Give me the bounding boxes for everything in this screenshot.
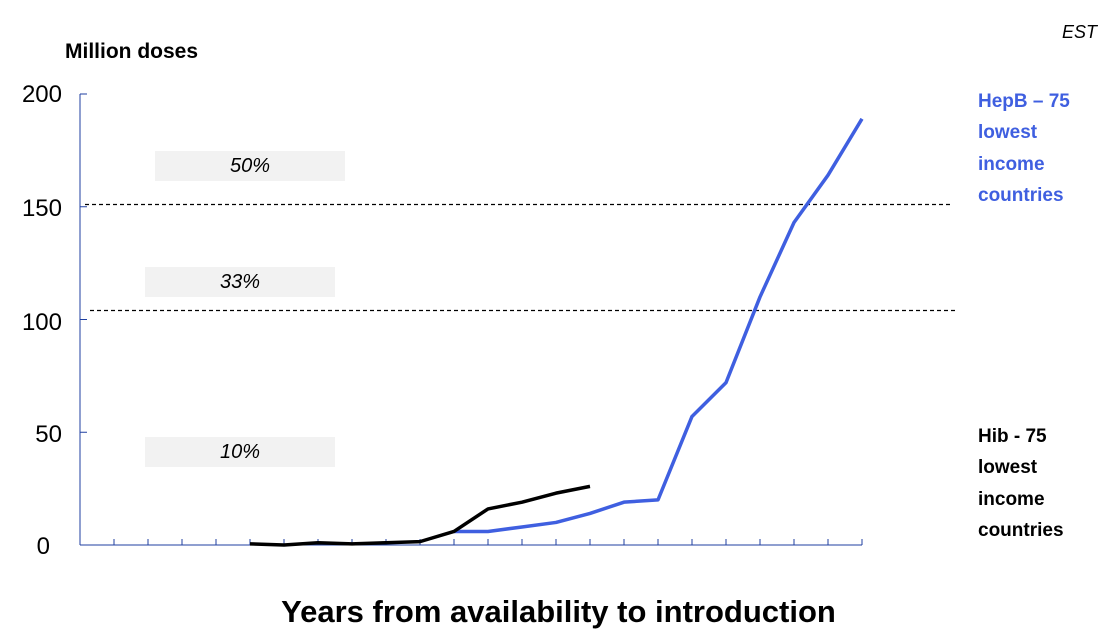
reference-label-33: 33% [145,267,335,297]
y-tick-label: 50 [35,421,62,448]
y-tick-label: 200 [21,81,62,108]
series-line-hib [249,484,591,547]
y-axis-label: Million doses [65,40,199,63]
y-tick-label: 0 [36,533,50,560]
reference-label-50: 50% [155,151,345,181]
reference-label-10: 10% [145,437,335,467]
y-tick-label: 100 [21,309,62,336]
x-axis-label: Years from availability to introduction [281,594,836,629]
series-label-hepb: HepB – 75 lowest income countries [978,91,1070,201]
series-line-hepb [454,117,864,534]
y-tick-label: 150 [21,195,62,222]
corner-label: EST [1062,22,1098,42]
series-label-hib: Hib - 75 lowest income countries [978,426,1064,536]
